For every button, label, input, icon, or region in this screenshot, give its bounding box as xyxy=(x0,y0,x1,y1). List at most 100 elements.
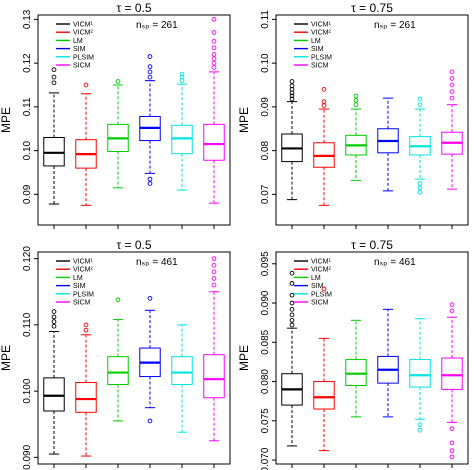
y-tick-label: 0.080 xyxy=(260,369,271,394)
outlier-point xyxy=(449,426,455,432)
box-series-2 xyxy=(313,87,335,206)
outlier-point xyxy=(211,56,217,62)
outlier-point xyxy=(83,322,89,328)
box-series-4 xyxy=(377,97,399,192)
plot-frame xyxy=(37,14,231,226)
legend-label: SIM xyxy=(73,283,86,290)
outlier-point xyxy=(321,286,327,292)
box-iqr xyxy=(313,381,335,410)
outlier-point xyxy=(83,82,89,88)
outlier-point xyxy=(289,83,295,89)
outlier-point xyxy=(211,276,217,281)
outlier-point xyxy=(211,262,217,268)
outlier-point xyxy=(449,95,455,101)
legend-label: PLSIM xyxy=(73,54,94,61)
box-iqr xyxy=(43,377,65,412)
plot-frame xyxy=(37,251,231,465)
chart-panel-3: τ = 0.5 MPE 0.090 0.100 0.110 0.120 VICM¹VICM²… xyxy=(0,238,231,470)
outlier-point xyxy=(147,296,153,301)
outlier-point xyxy=(147,64,153,69)
outlier-point xyxy=(179,71,185,77)
outlier-point xyxy=(321,103,327,108)
legend-label: VICM² xyxy=(73,30,94,37)
outlier-point xyxy=(147,181,153,186)
outlier-point xyxy=(289,96,295,102)
chart-title: τ = 0.5 xyxy=(116,1,151,15)
y-tick-label: 0.07 xyxy=(260,184,271,204)
y-tick-label: 0.095 xyxy=(260,251,271,276)
legend-label: VICM¹ xyxy=(311,22,332,29)
box-iqr xyxy=(107,356,129,385)
plot-frame xyxy=(275,14,469,226)
outlier-point xyxy=(211,17,217,22)
outlier-point xyxy=(147,69,153,75)
outlier-point xyxy=(289,306,295,312)
box-series-2 xyxy=(75,322,97,457)
box-series-4 xyxy=(139,54,161,186)
outlier-point xyxy=(417,102,423,108)
box-series-2 xyxy=(75,82,97,206)
sample-size-annotation: nₛₚ = 261 xyxy=(136,20,178,31)
sample-size-annotation: nₛₚ = 461 xyxy=(374,257,416,268)
outlier-point xyxy=(449,440,455,446)
outlier-point xyxy=(51,74,57,80)
outlier-point xyxy=(211,38,217,44)
chart-panel-2: τ = 0.75 MPE 0.07 0.08 0.09 0.10 0.11 VICM¹VICM… xyxy=(237,1,469,229)
outlier-point xyxy=(289,281,295,286)
outlier-point xyxy=(51,314,57,320)
outlier-point xyxy=(211,282,217,288)
y-tick-label: 0.11 xyxy=(22,97,33,116)
outlier-point xyxy=(115,79,121,84)
outlier-point xyxy=(449,69,455,75)
box-iqr xyxy=(75,382,97,413)
y-axis-label: MPE xyxy=(237,345,251,371)
chart-title: τ = 0.75 xyxy=(351,238,393,252)
legend-label: LM xyxy=(311,38,321,45)
outlier-point xyxy=(289,292,295,298)
outlier-point xyxy=(211,45,217,51)
outlier-point xyxy=(321,87,327,92)
legend-label: VICM¹ xyxy=(311,259,332,266)
legend-label: PLSIM xyxy=(311,54,332,61)
box-series-3 xyxy=(107,297,129,422)
outlier-point xyxy=(449,448,455,454)
legend-label: SIM xyxy=(311,46,324,53)
legend-label: VICM¹ xyxy=(73,259,94,266)
legend-label: LM xyxy=(73,38,83,45)
outlier-point xyxy=(417,96,423,102)
outlier-point xyxy=(353,97,359,103)
outlier-point xyxy=(179,74,185,80)
box-series-5 xyxy=(171,71,193,191)
box-series-6 xyxy=(203,17,225,204)
outlier-point xyxy=(147,54,153,59)
outlier-point xyxy=(211,60,217,66)
y-tick-label: 0.10 xyxy=(260,53,271,73)
outlier-point xyxy=(289,322,295,328)
outlier-point xyxy=(289,300,295,306)
sample-size-annotation: nₛₚ = 461 xyxy=(136,257,178,268)
y-tick-label: 0.120 xyxy=(22,246,33,271)
chart-panel-1: τ = 0.5 MPE 0.09 0.10 0.11 0.12 0.13 VICM¹VICM²… xyxy=(0,1,231,229)
box-iqr xyxy=(409,359,431,388)
outlier-point xyxy=(417,185,423,191)
outlier-point xyxy=(147,418,153,424)
box-series-5 xyxy=(409,96,431,195)
outlier-point xyxy=(51,80,57,86)
chart-title: τ = 0.75 xyxy=(351,1,393,15)
box-iqr xyxy=(203,354,225,399)
outlier-point xyxy=(417,422,423,428)
y-tick-label: 0.110 xyxy=(22,312,33,337)
y-tick-label: 0.090 xyxy=(260,290,271,315)
legend-label: SICM xyxy=(73,300,91,307)
outlier-point xyxy=(449,308,455,314)
outlier-point xyxy=(211,269,217,275)
outlier-point xyxy=(417,189,423,195)
chart-title: τ = 0.5 xyxy=(116,238,151,252)
box-iqr xyxy=(441,357,463,390)
legend-label: LM xyxy=(311,275,321,282)
outlier-point xyxy=(51,67,57,73)
box-series-1 xyxy=(281,79,303,201)
